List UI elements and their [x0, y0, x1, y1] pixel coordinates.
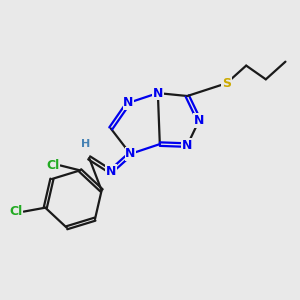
Text: N: N	[182, 139, 193, 152]
Text: Cl: Cl	[9, 205, 22, 218]
Text: N: N	[123, 96, 134, 110]
Text: N: N	[106, 165, 116, 178]
Text: N: N	[125, 147, 136, 161]
Text: N: N	[194, 114, 204, 127]
Text: Cl: Cl	[46, 159, 59, 172]
Text: N: N	[153, 87, 163, 100]
Text: S: S	[222, 77, 231, 90]
Text: H: H	[81, 139, 90, 149]
